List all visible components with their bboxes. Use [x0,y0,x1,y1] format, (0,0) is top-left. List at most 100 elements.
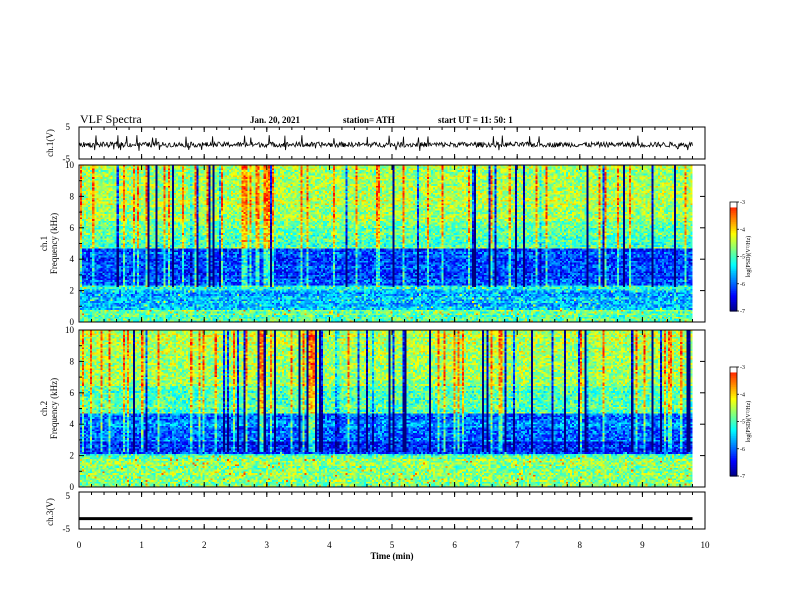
colorbar-swatch [730,428,737,432]
colorbar-swatch [730,397,737,401]
colorbar-label: log(PSD)(V²/Hz) [745,236,752,277]
colorbar-swatch [730,403,737,406]
colorbar-swatch [730,261,737,265]
colorbar-swatch [730,234,737,238]
time-tick-label: 9 [640,540,645,550]
waveform-line [78,135,693,152]
spectrogram-image [80,165,693,322]
colorbar-swatch [730,292,737,296]
time-tick-label: 10 [701,540,711,550]
ch3-ytick-bottom: -5 [63,524,71,534]
colorbar-tick-label: -6 [740,282,745,288]
ch1-ytick-bottom: -5 [63,154,71,164]
colorbar-swatch [730,271,737,274]
colorbar-swatch [730,441,737,444]
colorbar-swatch [730,474,737,477]
colorbar-swatch [730,238,737,241]
time-tick-label: 6 [452,540,457,550]
freq-tick-label: 6 [70,388,75,398]
colorbar-swatch [730,212,737,216]
colorbar-swatch [730,399,737,403]
colorbar-swatch [730,410,737,414]
time-axis-label: Time (min) [370,551,413,561]
ch3-waveform-frame [78,491,706,530]
colorbar-swatch [730,465,737,468]
time-tick-label: 2 [202,540,207,550]
colorbar-swatch [730,470,737,473]
colorbar-swatch [730,425,737,428]
colorbar-swatch [730,406,737,410]
freq-tick-label: 8 [70,356,75,366]
freq-tick-label: 10 [65,160,75,170]
colorbar-swatch [730,276,737,279]
time-tick-label: 7 [515,540,520,550]
colorbar-swatch [730,417,737,421]
colorbar-swatch [730,251,737,254]
ch2-spectrogram-panel: 0 2 4 6 8 10 ch.2 Frequency (kHz) [39,325,706,492]
colorbar-swatch [730,274,737,278]
colorbar-swatch [730,303,737,307]
ch1-waveform-ylabel: ch.1(V) [45,129,55,157]
colorbar-swatch [730,309,737,312]
colorbar-swatch [730,430,737,433]
colorbar-swatch [730,225,737,229]
colorbar-swatch [730,396,737,399]
colorbar-swatch [730,434,737,437]
colorbar-swatch [730,245,737,249]
colorbar-swatch [730,254,737,258]
ch1-waveform-axis [78,127,706,159]
colorbar-swatch [730,394,737,397]
colorbar-swatch [730,240,737,243]
colorbar-swatch [730,203,737,207]
waveform-band [79,517,693,521]
time-tick-label: 3 [265,540,270,550]
colorbar-swatch [730,285,737,288]
colorbar-swatch [730,426,737,430]
freq-tick-label: 6 [70,223,75,233]
colorbar-swatch [730,265,737,268]
ch3-waveform-panel: 5 -5 ch.3(V) [45,491,706,534]
colorbar-swatch [730,214,737,218]
colorbar-swatch [730,296,737,299]
colorbar-swatch [730,412,737,415]
colorbar-swatch [730,459,737,463]
time-tick-label: 8 [578,540,583,550]
colorbar-swatch [730,272,737,276]
colorbar-swatch [730,207,737,210]
ch3-waveform-axis [78,492,706,529]
colorbar-swatch [730,269,737,272]
colorbar-swatch [730,221,737,225]
colorbar-swatch [730,383,737,386]
ch1-spectrogram-heatmap [80,165,693,322]
spectrogram-ylabel-channel: ch.1 [39,236,49,251]
colorbar-swatch [730,414,737,417]
freq-tick-label: 0 [70,317,75,327]
ch1-spectrogram-axis: 0 2 4 6 8 10 ch.1 Frequency (kHz) [39,160,706,327]
colorbar-swatch [730,205,737,209]
colorbar-swatch [730,289,737,292]
colorbar-swatch [730,392,737,395]
colorbar-swatch [730,419,737,423]
colorbar-swatch [730,445,737,448]
colorbar-tick-label: -3 [740,200,745,206]
colorbar-swatch [730,385,737,388]
spectrogram-ylabel-channel: ch.2 [39,401,49,416]
colorbar-swatch [730,466,737,470]
colorbar-swatch [730,283,737,287]
colorbar-swatch [730,281,737,285]
ch3-ytick-top: 5 [66,491,71,501]
colorbar-swatch [730,379,737,383]
colorbar-swatch [730,216,737,219]
freq-tick-label: 4 [70,419,75,429]
colorbar-swatch [730,287,737,290]
colorbar-swatch [730,300,737,303]
colorbar-swatch [730,218,737,221]
ch1-ytick-top: 5 [66,122,71,132]
spectrogram-ylabel-freq: Frequency (kHz) [49,213,59,274]
ch2-colorbar: -3 -4 -5 -6 -7 log(PSD)(V²/Hz) [729,365,752,480]
colorbar-swatch [730,307,737,310]
colorbar-swatch [730,457,737,461]
colorbar-swatch [730,368,737,372]
colorbar-swatch [730,463,737,466]
